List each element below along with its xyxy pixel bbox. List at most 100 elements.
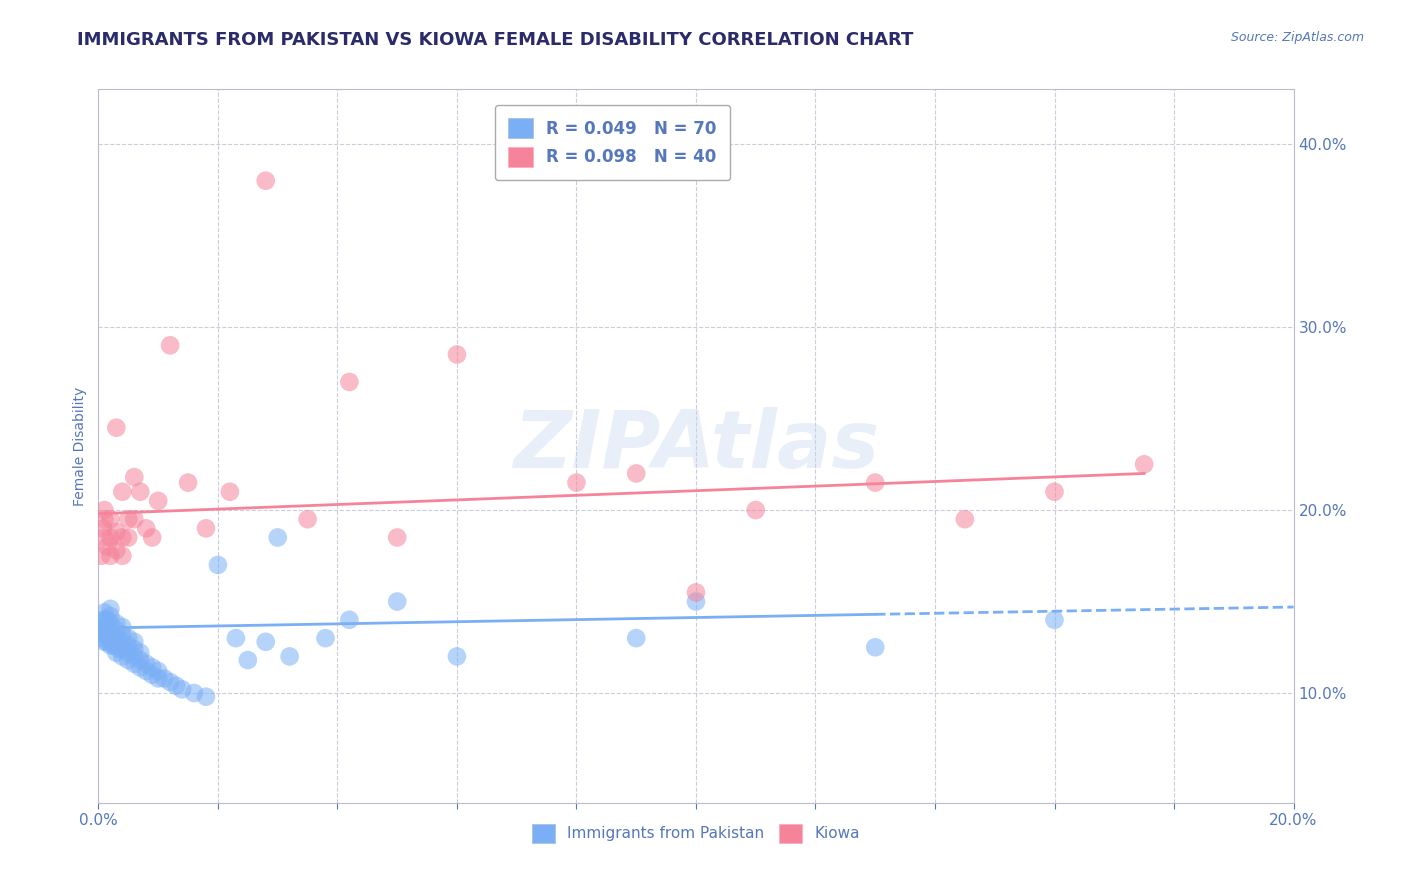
Point <box>207 558 229 572</box>
Point <box>105 631 128 645</box>
Point <box>141 667 163 681</box>
Point <box>141 531 163 545</box>
Point <box>103 639 125 653</box>
Point <box>96 620 118 634</box>
Point <box>98 639 122 653</box>
Point <box>172 682 194 697</box>
Point <box>385 531 409 545</box>
Point <box>103 631 125 645</box>
Point <box>93 613 115 627</box>
Point <box>108 642 131 657</box>
Point <box>685 594 707 608</box>
Point <box>111 627 134 641</box>
Point <box>117 631 139 645</box>
Point <box>96 627 118 641</box>
Point <box>236 653 259 667</box>
Point <box>135 521 157 535</box>
Point <box>195 690 218 704</box>
Point <box>105 624 128 638</box>
Point <box>177 475 200 490</box>
Point <box>98 631 122 645</box>
Point <box>117 512 139 526</box>
Point <box>111 642 134 657</box>
Point <box>98 531 122 545</box>
Point <box>1043 613 1066 627</box>
Point <box>195 521 218 535</box>
Point <box>98 616 122 631</box>
Point <box>278 649 301 664</box>
Point <box>100 634 122 648</box>
Point <box>165 679 187 693</box>
Point <box>98 631 121 645</box>
Point <box>105 420 128 434</box>
Point <box>93 606 115 620</box>
Point <box>153 672 176 686</box>
Point <box>105 639 128 653</box>
Point <box>105 524 128 539</box>
Point <box>93 531 115 545</box>
Point <box>626 467 648 481</box>
Point <box>685 585 707 599</box>
Point <box>254 634 277 648</box>
Point <box>129 653 152 667</box>
Point <box>90 631 112 645</box>
Point <box>297 512 319 526</box>
Point <box>111 549 134 563</box>
Point <box>183 686 205 700</box>
Point <box>446 649 468 664</box>
Point <box>111 649 134 664</box>
Point <box>124 642 146 657</box>
Point <box>219 484 242 499</box>
Point <box>385 594 409 608</box>
Text: Source: ZipAtlas.com: Source: ZipAtlas.com <box>1230 31 1364 45</box>
Point <box>135 664 157 678</box>
Point <box>148 664 170 678</box>
Point <box>105 543 128 558</box>
Point <box>117 646 139 660</box>
Point <box>315 631 337 645</box>
Point <box>865 640 887 655</box>
Point <box>90 549 112 563</box>
Point <box>98 512 122 526</box>
Point <box>96 613 118 627</box>
Point <box>148 494 170 508</box>
Point <box>865 475 887 490</box>
Point <box>93 627 115 641</box>
Point <box>91 613 114 627</box>
Y-axis label: Female Disability: Female Disability <box>73 386 87 506</box>
Point <box>446 347 468 361</box>
Point <box>93 503 115 517</box>
Point <box>159 338 181 352</box>
Point <box>91 521 114 535</box>
Point <box>1043 484 1066 499</box>
Point <box>124 657 146 671</box>
Point <box>93 620 115 634</box>
Point <box>105 646 128 660</box>
Text: IMMIGRANTS FROM PAKISTAN VS KIOWA FEMALE DISABILITY CORRELATION CHART: IMMIGRANTS FROM PAKISTAN VS KIOWA FEMALE… <box>77 31 914 49</box>
Point <box>124 470 146 484</box>
Point <box>129 660 152 674</box>
Point <box>1133 458 1156 472</box>
Legend: Immigrants from Pakistan, Kiowa: Immigrants from Pakistan, Kiowa <box>526 818 866 848</box>
Point <box>96 634 118 648</box>
Point <box>93 634 115 648</box>
Point <box>626 631 648 645</box>
Point <box>93 512 115 526</box>
Point <box>141 660 163 674</box>
Point <box>111 484 134 499</box>
Point <box>96 540 118 554</box>
Point <box>98 602 122 616</box>
Text: ZIPAtlas: ZIPAtlas <box>513 407 879 485</box>
Point <box>111 531 134 545</box>
Point <box>124 634 146 648</box>
Point <box>111 620 134 634</box>
Point <box>124 649 146 664</box>
Point <box>117 653 139 667</box>
Point <box>565 475 588 490</box>
Point <box>111 634 134 648</box>
Point <box>267 531 290 545</box>
Point <box>129 646 152 660</box>
Point <box>117 639 139 653</box>
Point <box>98 624 122 638</box>
Point <box>745 503 768 517</box>
